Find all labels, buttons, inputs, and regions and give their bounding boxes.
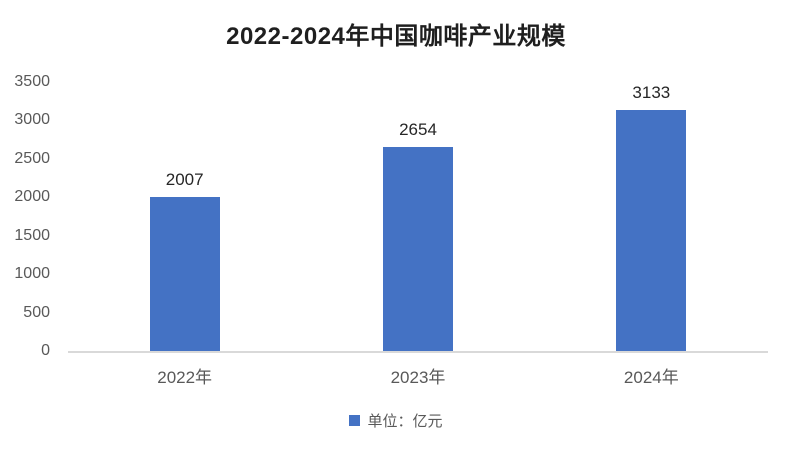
legend: 单位：亿元 bbox=[0, 410, 792, 431]
y-tick-label: 3500 bbox=[14, 73, 50, 90]
y-tick-label: 0 bbox=[41, 342, 50, 359]
y-tick-label: 500 bbox=[23, 303, 50, 321]
y-tick-label: 1500 bbox=[14, 226, 50, 244]
x-axis-line bbox=[68, 351, 768, 353]
y-tick-label: 2000 bbox=[14, 188, 50, 206]
y-tick-label: 2500 bbox=[14, 149, 50, 167]
y-tick-label: 1000 bbox=[14, 265, 50, 283]
x-tick-label: 2022年 bbox=[157, 368, 213, 387]
bar-value-label: 2007 bbox=[165, 169, 204, 189]
bar-2024年 bbox=[616, 110, 687, 351]
chart-title: 2022-2024年中国咖啡产业规模 bbox=[226, 23, 566, 50]
x-tick-label: 2024年 bbox=[623, 368, 679, 387]
bar-2023年 bbox=[383, 147, 453, 351]
bar-value-label: 2654 bbox=[399, 120, 437, 140]
x-tick-label: 2023年 bbox=[390, 368, 446, 387]
bar-value-label: 3133 bbox=[632, 83, 671, 103]
y-tick-label: 3000 bbox=[14, 111, 50, 129]
bar-2022年 bbox=[149, 196, 220, 351]
legend-label: 单位：亿元 bbox=[367, 413, 443, 430]
legend-swatch-icon bbox=[349, 415, 361, 426]
